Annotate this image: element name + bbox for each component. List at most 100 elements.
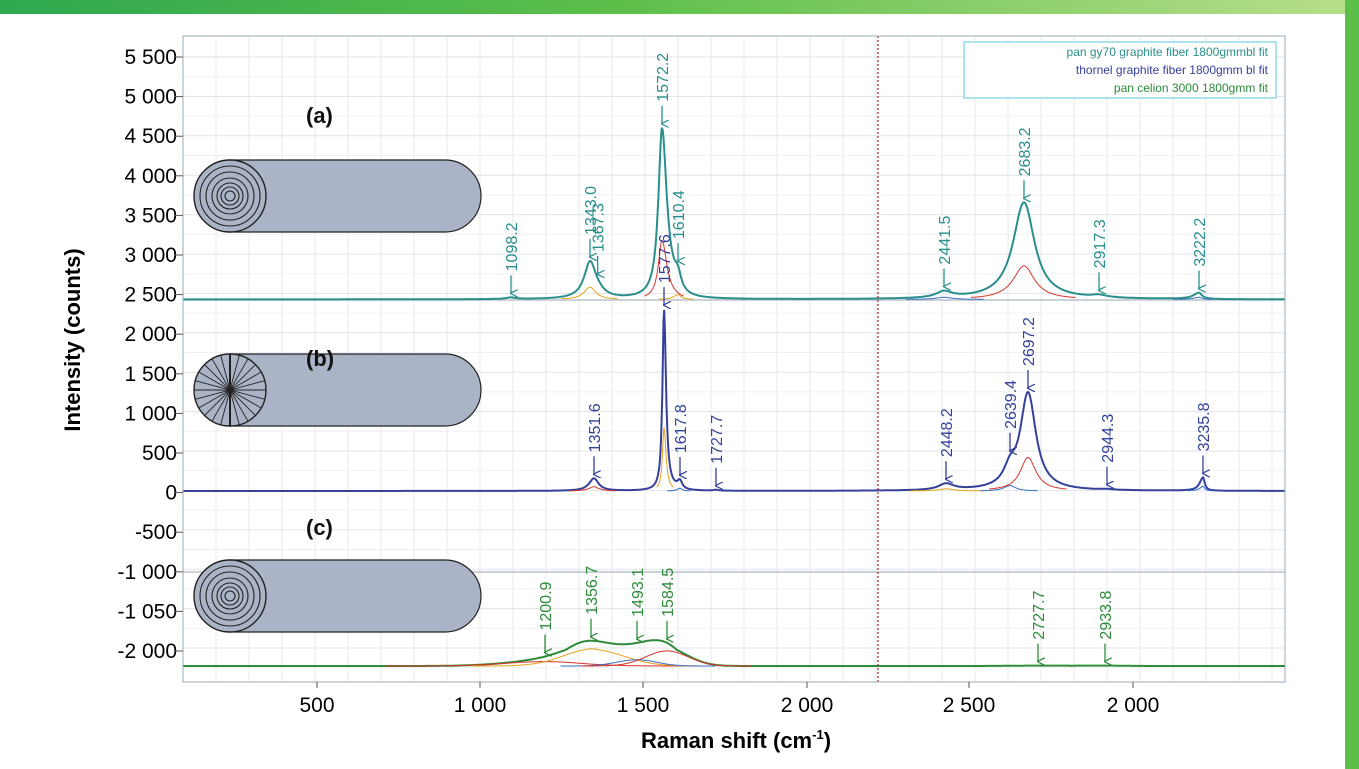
concentric-ring	[199, 565, 261, 627]
x-axis-title: Raman shift (cm-1)	[641, 727, 831, 753]
legend-entry-celion: pan celion 3000 1800gmm fit	[1114, 81, 1269, 95]
peak-label: 1351.6	[587, 403, 604, 452]
y-tick-label: 3 500	[124, 204, 177, 227]
panel-label-c: (c)	[306, 515, 333, 540]
x-tick-label: 1 000	[454, 694, 507, 717]
peak-label: 2639.4	[1003, 380, 1020, 429]
peak-label: 2944.3	[1100, 414, 1117, 463]
y-tick-label: -500	[135, 521, 177, 544]
fit-component-line	[1187, 485, 1212, 492]
concentric-ring	[224, 590, 236, 602]
fit-component-line	[905, 296, 984, 300]
fit-component-line	[644, 239, 684, 297]
concentric-ring	[211, 577, 249, 615]
peak-label: 1356.7	[584, 566, 601, 615]
fit-component-line	[1172, 296, 1214, 300]
peak-label: 1572.2	[655, 53, 672, 102]
x-tick-label: 500	[299, 694, 334, 717]
concentric-ring	[220, 186, 240, 206]
spectrum-line-a	[183, 127, 1285, 301]
concentric-ring	[216, 582, 244, 610]
radial-line	[195, 380, 265, 400]
spectrum-line-c	[183, 639, 1285, 667]
peak-label: 1098.2	[504, 222, 521, 271]
peak-label: 2683.2	[1017, 127, 1034, 176]
fiber-body	[229, 159, 482, 233]
fit-component-line	[581, 650, 752, 667]
peak-label: 2917.3	[1092, 219, 1109, 268]
concentric-ring	[199, 165, 261, 227]
top-accent-bar	[0, 0, 1359, 14]
peak-label: 3235.8	[1196, 402, 1213, 451]
fiber-body	[229, 559, 482, 633]
concentric-ring	[216, 182, 244, 210]
peak-label: 2448.2	[939, 408, 956, 457]
x-axis-ticks: 500 1 000 1 500 2 000 2 500 2 000	[299, 682, 1159, 717]
y-tick-label: 500	[142, 442, 177, 465]
plot-border	[182, 35, 1286, 683]
y-tick-label: -2 000	[117, 640, 177, 663]
peak-label: 1584.5	[660, 568, 677, 617]
fit-component-line	[561, 286, 618, 300]
fiber-cross-section	[193, 159, 267, 233]
plot-area	[183, 127, 1285, 667]
peak-label: 1617.8	[673, 404, 690, 453]
y-tick-label: -1 050	[117, 600, 177, 623]
fit-component-line	[667, 487, 691, 492]
concentric-ring	[211, 177, 249, 215]
fit-component-line	[970, 265, 1076, 298]
y-tick-label: 4 000	[124, 165, 177, 188]
fiber-illustration-c	[193, 559, 482, 633]
panel-label-b: (b)	[306, 346, 334, 371]
peak-label: 1343.0	[583, 186, 600, 235]
y-tick-label: 0	[165, 482, 177, 505]
fit-component-line	[656, 427, 674, 488]
spectrum-line-b	[183, 309, 1285, 492]
y-tick-label: 5 500	[124, 46, 177, 69]
fiber-body	[229, 353, 482, 427]
y-tick-label: 1 000	[124, 402, 177, 425]
peak-label: 3222.2	[1192, 218, 1209, 267]
peak-label: 1200.9	[538, 581, 555, 630]
peak-label: 1367.3	[591, 203, 608, 252]
right-accent-bar	[1345, 0, 1359, 769]
panel-labels: (a) (b) (c)	[306, 103, 334, 540]
x-tick-label: 1 500	[617, 694, 670, 717]
fiber-illustration-b	[193, 353, 482, 427]
panel-label-a: (a)	[306, 103, 333, 128]
fit-component-line	[910, 488, 984, 492]
y-tick-label: 4 500	[124, 125, 177, 148]
y-tick-label: 5 000	[124, 86, 177, 109]
peak-label: 1493.1	[630, 568, 647, 617]
fiber-cross-section	[193, 559, 267, 633]
y-axis-ticks: 5 500 5 000 4 500 4 000 3 500 3 000 2 500 2 000…	[117, 46, 183, 663]
peak-label: 2441.5	[937, 216, 954, 265]
concentric-ring	[224, 190, 236, 202]
fiber-illustrations	[193, 159, 482, 633]
y-tick-label: -1 000	[117, 561, 177, 584]
concentric-ring	[205, 171, 255, 221]
fit-component-line	[989, 456, 1067, 490]
fit-component-line	[980, 484, 1038, 492]
concentric-ring	[205, 571, 255, 621]
legend-entry-thornel: thornel graphite fiber 1800gmm bl fit	[1076, 63, 1269, 77]
x-tick-label: 2 000	[1107, 694, 1160, 717]
y-tick-label: 3 000	[124, 244, 177, 267]
legend-entry-gy70: pan gy70 graphite fiber 1800gmmbl fit	[1067, 45, 1269, 59]
y-tick-label: 1 500	[124, 363, 177, 386]
fit-component-line	[570, 486, 617, 492]
y-tick-label: 2 000	[124, 323, 177, 346]
peak-label: 2697.2	[1021, 317, 1038, 366]
legend: pan gy70 graphite fiber 1800gmmbl fit th…	[963, 41, 1277, 99]
legend-box	[963, 41, 1277, 99]
peak-label: 1577.6	[657, 234, 674, 283]
peak-label: 2727.7	[1031, 591, 1048, 640]
y-axis-title: Intensity (counts)	[60, 248, 85, 431]
peak-label: 1727.7	[709, 415, 726, 464]
fiber-illustration-a	[193, 159, 482, 233]
x-tick-label: 2 500	[943, 694, 996, 717]
peak-label: 1610.4	[671, 190, 688, 239]
